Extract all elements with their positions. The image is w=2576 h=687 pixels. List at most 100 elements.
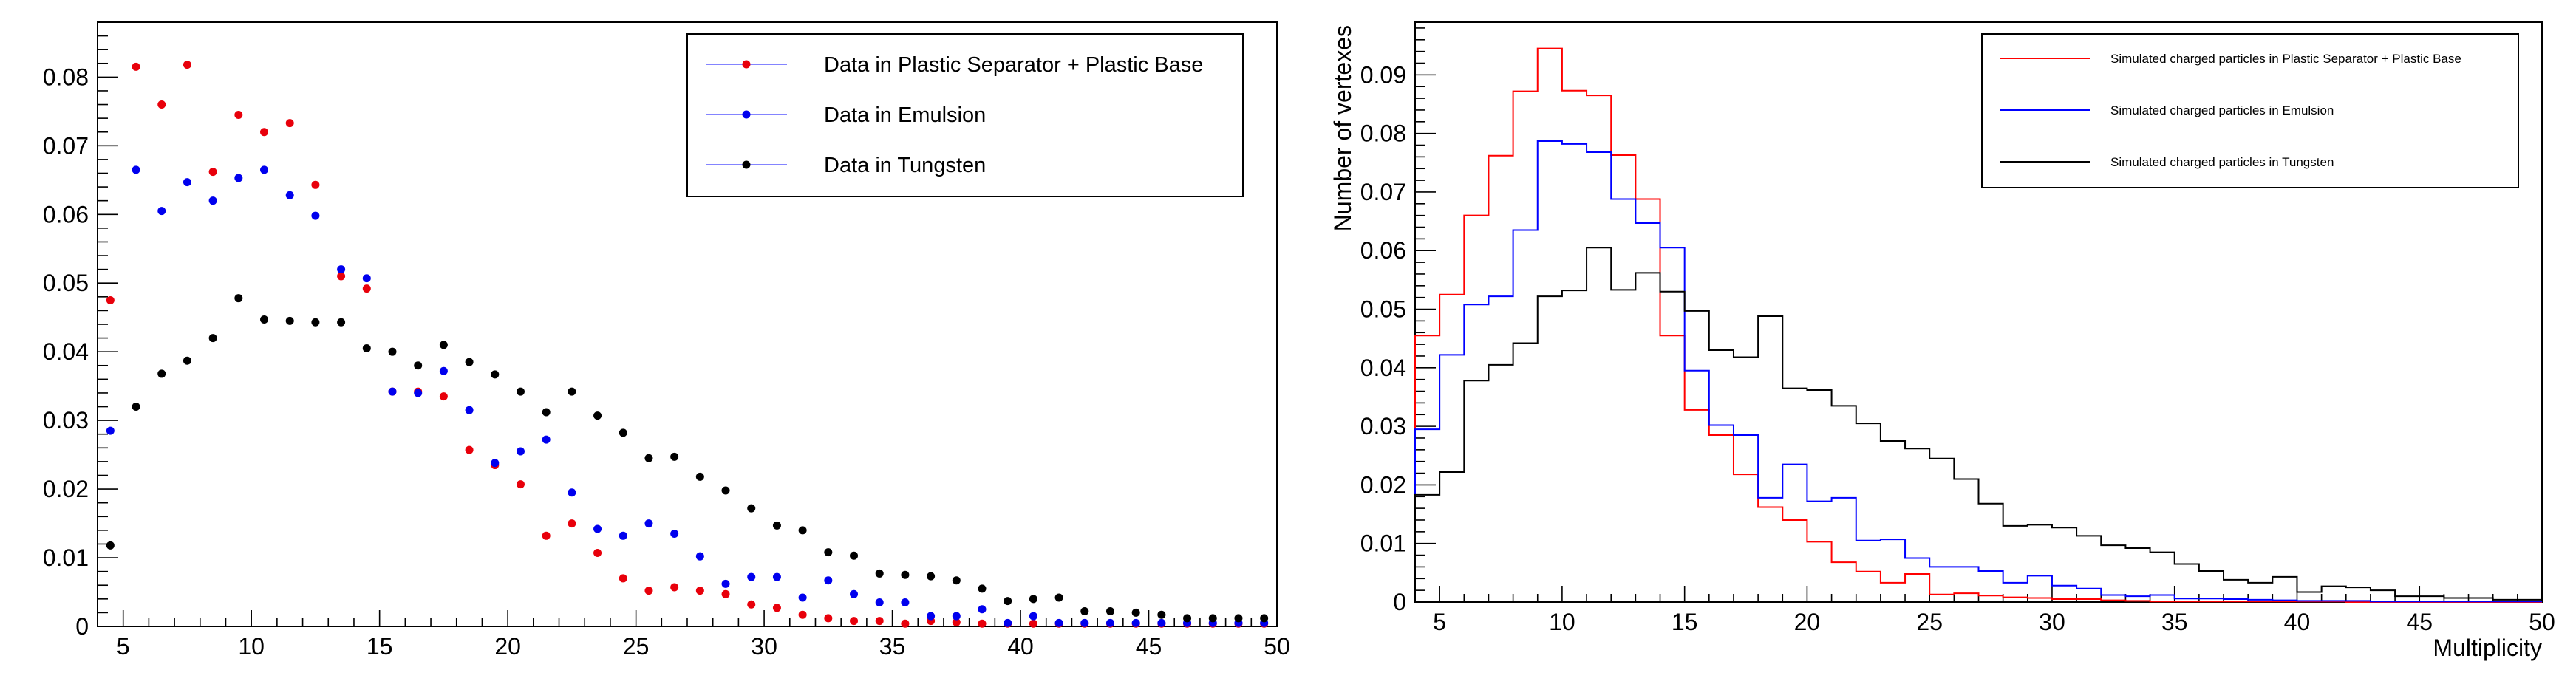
data-point: [542, 531, 551, 540]
data-point: [542, 408, 551, 417]
data-point: [772, 521, 781, 530]
x-tick-label: 35: [879, 633, 906, 660]
y-tick-label: 0.03: [43, 407, 89, 434]
data-point: [721, 486, 730, 495]
x-tick-label: 40: [2284, 609, 2311, 635]
data-point: [208, 196, 217, 205]
data-point: [516, 447, 525, 456]
data-point: [670, 452, 679, 461]
data-point: [157, 100, 166, 109]
data-point: [260, 315, 269, 324]
data-point: [208, 168, 217, 177]
legend-marker: [742, 160, 751, 169]
data-point: [311, 180, 320, 189]
data-point: [132, 403, 140, 411]
data-point: [285, 119, 294, 128]
data-point: [260, 165, 269, 174]
series-0: [106, 61, 1269, 628]
data-point: [157, 369, 166, 378]
data-point: [670, 583, 679, 592]
data-point: [132, 165, 140, 174]
x-tick-label: 50: [2529, 609, 2555, 635]
series-2: [106, 294, 1269, 623]
data-point: [901, 570, 910, 579]
data-point: [465, 406, 474, 414]
data-point: [978, 619, 987, 628]
x-tick-label: 10: [1549, 609, 1575, 635]
y-tick-label: 0: [1393, 589, 1406, 615]
y-axis-title: Number of vertexes: [1329, 25, 1356, 231]
data-point: [388, 387, 397, 396]
x-tick-label: 5: [117, 633, 130, 660]
data-point: [1080, 618, 1089, 627]
data-point: [568, 488, 576, 497]
data-point: [183, 178, 191, 187]
data-point: [234, 110, 243, 119]
data-point: [1080, 607, 1089, 616]
data-point: [1004, 618, 1012, 627]
histogram-series-2: [1414, 247, 2542, 602]
data-point: [875, 598, 884, 606]
data-point: [1004, 597, 1012, 606]
data-point: [568, 387, 576, 396]
data-point: [337, 318, 346, 327]
data-point: [1054, 618, 1063, 627]
data-point: [1131, 618, 1140, 627]
legend-label: Data in Tungsten: [824, 154, 986, 177]
data-point: [1054, 593, 1063, 602]
data-point: [1131, 608, 1140, 617]
y-tick-label: 0.05: [43, 270, 89, 296]
data-point: [875, 569, 884, 578]
legend-label: Data in Plastic Separator + Plastic Base: [824, 53, 1203, 77]
data-point: [875, 617, 884, 626]
data-point: [1208, 614, 1217, 623]
data-point: [516, 480, 525, 489]
data-point: [183, 61, 191, 69]
legend-label: Simulated charged particles in Emulsion: [2110, 103, 2334, 117]
y-tick-label: 0.04: [1360, 355, 1406, 381]
data-point: [772, 572, 781, 581]
data-point: [337, 272, 346, 281]
data-point: [106, 426, 115, 435]
y-tick-label: 0.06: [1360, 237, 1406, 264]
y-tick-label: 0.07: [43, 132, 89, 159]
data-point: [183, 356, 191, 365]
data-point: [1029, 612, 1037, 621]
y-tick-label: 0.04: [43, 338, 89, 365]
data-point: [106, 295, 115, 304]
data-point: [644, 519, 653, 528]
y-tick-label: 0.01: [43, 544, 89, 571]
histogram-series-0: [1414, 47, 2542, 603]
data-point: [593, 549, 602, 558]
y-tick-label: 0.02: [1360, 471, 1406, 498]
data-point: [439, 341, 448, 349]
data-point: [465, 358, 474, 366]
data-point: [157, 207, 166, 216]
y-tick-label: 0.09: [1360, 61, 1406, 88]
data-point: [285, 191, 294, 199]
left-chart-panel: 5 10 15 20 25 30 35 40 45 50 0.01 0.02 0.03 0.04 0.05 0…: [43, 21, 1290, 660]
right-chart-panel: 5 10 15 20 25 30 35 40 45 50 0.01 0.02 0.03 0.04 0.05 0…: [1329, 21, 2555, 661]
data-point: [772, 604, 781, 612]
x-tick-label: 15: [367, 633, 393, 660]
legend-marker: [742, 60, 751, 69]
y-tick-label: 0.05: [1360, 296, 1406, 323]
y-tick-label: 0.02: [43, 476, 89, 502]
x-tick-label: 5: [1433, 609, 1446, 635]
data-point: [1260, 614, 1269, 623]
x-tick-label: 30: [2039, 609, 2065, 635]
data-point: [311, 318, 320, 327]
x-tick-label: 25: [623, 633, 650, 660]
data-point: [260, 128, 269, 137]
data-point: [568, 519, 576, 528]
data-point: [901, 619, 910, 628]
data-point: [1105, 618, 1114, 627]
x-tick-label: 15: [1672, 609, 1698, 635]
data-point: [721, 579, 730, 588]
data-point: [824, 576, 833, 585]
data-point: [952, 576, 961, 585]
data-point: [106, 541, 115, 550]
data-point: [695, 472, 704, 481]
data-point: [850, 589, 859, 598]
data-point: [978, 584, 987, 593]
